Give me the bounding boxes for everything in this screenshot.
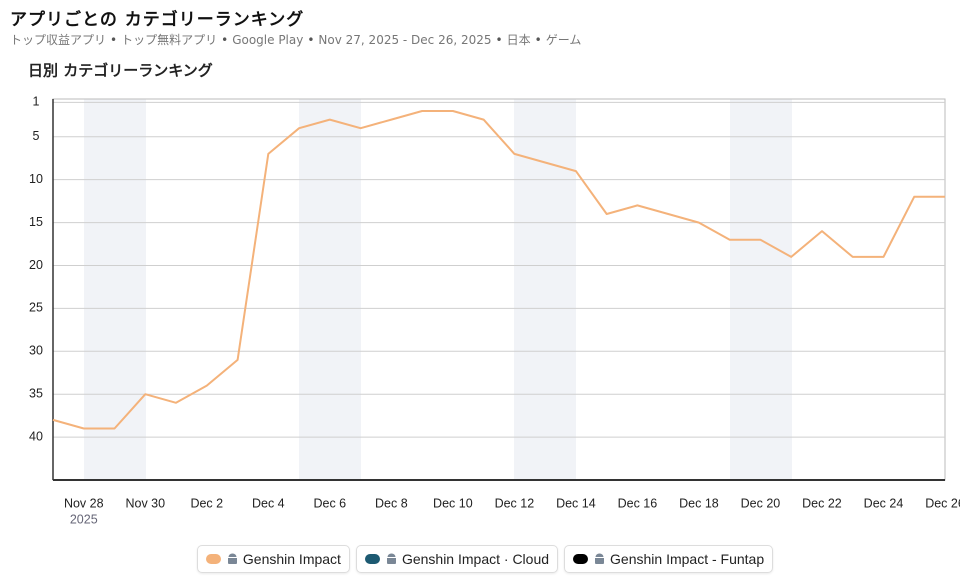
y-tick-label: 25 [29,301,43,315]
legend-swatch [364,554,380,564]
plot-frame [52,98,946,481]
separator: • [495,33,503,47]
x-tick-label: Dec 14 [556,496,596,510]
legend-item[interactable]: Genshin Impact [196,545,350,573]
x-tick-label: Dec 2 [190,496,223,510]
x-tick-label: Dec 16 [618,496,658,510]
y-tick-label: 30 [29,344,43,358]
y-tick-label: 10 [29,172,43,186]
x-tick-label: Nov 30 [125,496,165,510]
x-tick-label: Nov 28 [64,496,104,510]
separator: • [221,33,229,47]
page-title: アプリごとの カテゴリーランキング [10,10,305,30]
chart-title: 日別 カテゴリーランキング [28,62,213,80]
legend-label: Genshin Impact - Funtap [610,551,765,567]
y-tick-label: 20 [29,258,43,272]
android-icon [595,553,605,564]
x-tick-label: Dec 20 [741,496,781,510]
x-tick-label: Dec 6 [313,496,346,510]
android-icon [227,553,237,564]
x-tick-label: Dec 12 [495,496,535,510]
y-tick-label: 35 [29,386,43,400]
legend: Genshin Impact Genshin Impact · Cloud Gens… [0,545,960,573]
separator: • [110,33,118,47]
legend-item[interactable]: Genshin Impact · Cloud [355,545,559,573]
x-tick-label: Dec 24 [864,496,904,510]
subtitle-part: トップ無料アプリ [121,33,218,47]
subtitle: トップ収益アプリ • トップ無料アプリ • Google Play • Nov 27, 20… [10,31,581,48]
legend-label: Genshin Impact [242,551,341,567]
x-year-label: 2025 [70,512,98,526]
y-tick-label: 15 [29,215,43,229]
subtitle-part: トップ収益アプリ [10,33,107,47]
x-tick-label: Dec 4 [252,496,285,510]
weekend-band [299,99,361,480]
subtitle-part: Google Play [232,33,304,47]
x-tick-label: Dec 10 [433,496,473,510]
x-tick-label: Dec 8 [375,496,408,510]
weekend-bands [84,99,792,480]
weekend-band [84,99,146,480]
legend-label: Genshin Impact · Cloud [401,551,550,567]
y-tick-label: 40 [29,429,43,443]
separator: • [534,33,542,47]
subtitle-part: ゲーム [545,33,582,47]
weekend-band [730,99,792,480]
legend-swatch [205,554,221,564]
legend-swatch [573,554,589,564]
series-line [52,110,945,430]
x-tick-label: Dec 26 [925,496,960,510]
legend-item[interactable]: Genshin Impact - Funtap [564,545,774,573]
separator: • [307,33,315,47]
subtitle-part: Nov 27, 2025 - Dec 26, 2025 [318,33,492,47]
android-icon [386,553,396,564]
x-tick-label: Dec 18 [679,496,719,510]
subtitle-part: 日本 [506,33,531,47]
x-tick-label: Dec 22 [802,496,842,510]
y-tick-label: 5 [33,129,40,143]
y-tick-label: 1 [33,95,40,109]
